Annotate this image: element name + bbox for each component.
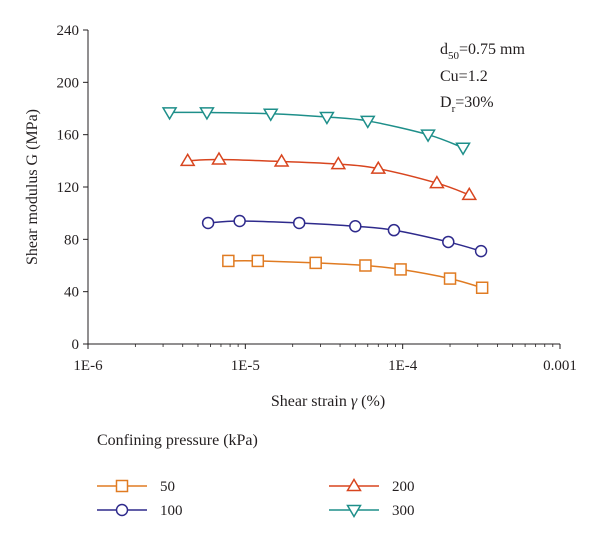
data-point-200	[273, 153, 290, 167]
data-point-300	[359, 115, 376, 129]
data-point-50	[394, 263, 407, 276]
data-point-100	[349, 220, 362, 233]
data-point-50	[222, 254, 235, 268]
x-tick-label: 1E-5	[231, 358, 260, 374]
data-point-300	[420, 129, 436, 143]
data-point-100	[201, 216, 215, 230]
y-tick-label: 120	[57, 180, 80, 196]
data-point-50	[359, 259, 372, 272]
data-point-200	[461, 186, 478, 201]
series-line-200	[187, 158, 470, 196]
data-point-100	[233, 214, 246, 228]
x-axis-title: Shear strain γ (%)	[271, 393, 385, 410]
data-point-100	[474, 244, 488, 258]
legend-marker-300	[346, 504, 362, 518]
y-tick-label: 40	[64, 285, 79, 301]
legend-label-100: 100	[160, 503, 183, 519]
annotation-cu: Cu=1.2	[440, 68, 488, 85]
legend-title: Confining pressure (kPa)	[97, 432, 258, 449]
y-tick-label: 80	[64, 232, 79, 248]
x-tick-label: 0.001	[543, 358, 577, 374]
legend-marker-50	[115, 479, 129, 493]
x-tick-label: 1E-4	[388, 358, 418, 374]
data-point-300	[161, 107, 178, 121]
data-point-300	[262, 108, 279, 122]
annotation-dr: Dr=30%	[440, 94, 494, 115]
annotation-d50: d50=0.75 mm	[440, 41, 525, 62]
data-point-50	[251, 254, 265, 268]
y-tick-label: 200	[57, 75, 80, 91]
y-tick-label: 0	[72, 337, 80, 353]
data-point-100	[292, 216, 306, 230]
data-point-200	[429, 175, 445, 189]
data-point-50	[309, 256, 322, 270]
data-point-300	[199, 107, 215, 121]
data-point-50	[475, 281, 489, 294]
y-axis-title: Shear modulus G (MPa)	[24, 109, 41, 265]
data-point-100	[387, 223, 401, 237]
legend-marker-100	[115, 503, 129, 517]
data-point-200	[330, 156, 347, 170]
legend-marker-200	[346, 478, 362, 492]
legend-label-50: 50	[160, 479, 175, 495]
data-point-200	[211, 151, 227, 165]
data-point-200	[370, 160, 387, 174]
legend-label-300: 300	[392, 503, 415, 519]
legend-label-200: 200	[392, 479, 415, 495]
data-point-300	[455, 142, 471, 156]
x-tick-label: 1E-6	[73, 358, 103, 374]
series-line-300	[169, 111, 464, 149]
data-point-100	[442, 235, 455, 249]
data-point-200	[179, 152, 196, 167]
legend: 50 100 200 300	[97, 478, 415, 519]
plot-area: 0 40 80 120 160 200 240 1E-6 1E-5 1E-4 0.001	[57, 23, 577, 374]
series-line-100	[208, 220, 482, 252]
data-point-50	[443, 272, 457, 285]
y-tick-label: 160	[57, 128, 80, 144]
y-tick-label: 240	[57, 23, 80, 39]
data-point-300	[319, 111, 335, 125]
